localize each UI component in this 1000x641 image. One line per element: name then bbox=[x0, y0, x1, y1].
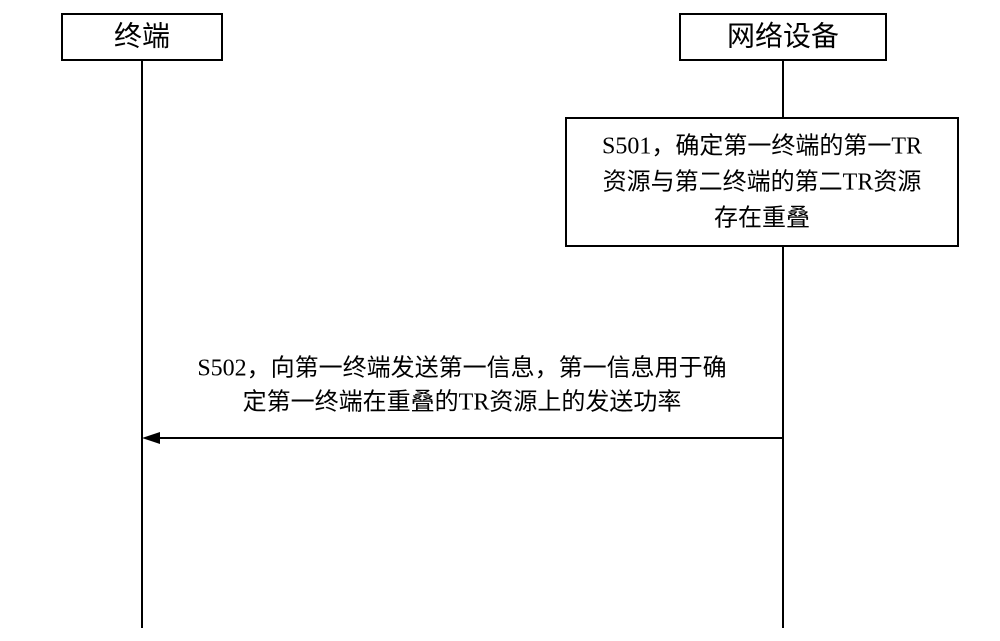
participant-network: 网络设备 bbox=[680, 14, 886, 628]
step-s501: S501，确定第一终端的第一TR 资源与第二终端的第二TR资源 存在重叠 bbox=[566, 118, 958, 246]
step-s501-line2: 资源与第二终端的第二TR资源 bbox=[603, 169, 922, 196]
participant-network-label: 网络设备 bbox=[727, 20, 839, 52]
message-s502-arrowhead bbox=[142, 432, 160, 444]
step-s501-line1: S501，确定第一终端的第一TR bbox=[602, 133, 922, 160]
message-s502: S502，向第一终端发送第一信息，第一信息用于确 定第一终端在重叠的TR资源上的… bbox=[142, 355, 783, 445]
participant-terminal-label: 终端 bbox=[114, 20, 170, 52]
participant-terminal: 终端 bbox=[62, 14, 222, 628]
message-s502-line2: 定第一终端在重叠的TR资源上的发送功率 bbox=[243, 389, 682, 416]
message-s502-line1: S502，向第一终端发送第一信息，第一信息用于确 bbox=[197, 355, 726, 382]
step-s501-line3: 存在重叠 bbox=[714, 205, 810, 232]
